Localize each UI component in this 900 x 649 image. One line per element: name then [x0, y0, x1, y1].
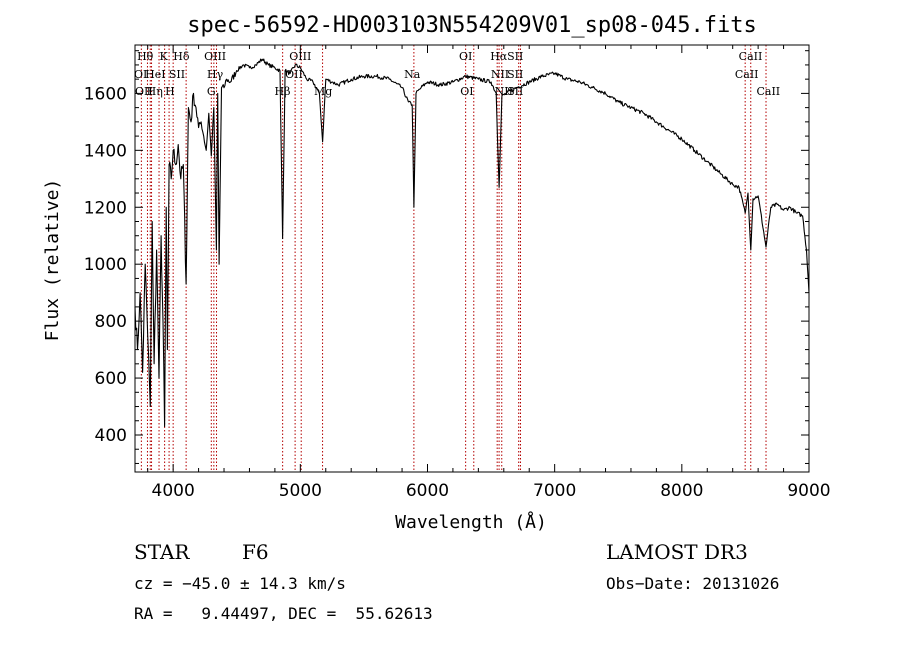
spectral-line-label: SII [169, 68, 185, 81]
spectral-line-label: Hη [147, 85, 163, 98]
y-tick-label: 600 [95, 369, 127, 389]
x-axis-ticks: 4000 5000 6000 7000 8000 9000 [147, 45, 831, 501]
spectral-line-label: OIII [289, 50, 311, 63]
x-tick-label: 8000 [660, 481, 703, 501]
spectral-line-label: Hγ [207, 68, 224, 81]
spectral-line-label: OII [135, 85, 153, 98]
spectral-line-label: OI [134, 68, 147, 81]
spectral-line-label: OI [460, 85, 473, 98]
y-tick-label: 1000 [84, 255, 127, 275]
plot-frame [134, 44, 810, 473]
spectral-line-label: Hβ [275, 85, 291, 98]
spectral-line-label: G [207, 85, 216, 98]
spectral-line-label: Hθ [137, 50, 154, 63]
x-axis-label: Wavelength (Å) [395, 511, 547, 533]
spectral-line-label: HeI [145, 68, 165, 81]
object-subclass: F6 [242, 540, 269, 564]
spectrum-series-line [134, 58, 810, 428]
spectral-line-label: H [165, 85, 175, 98]
spectral-line-label: Hα [490, 50, 508, 63]
object-class: STAR [134, 540, 190, 564]
spectral-line-label: CaII [739, 50, 763, 63]
y-tick-label: 1600 [84, 84, 127, 104]
y-tick-label: 400 [95, 426, 127, 446]
y-tick-label: 1400 [84, 141, 127, 161]
spectral-line-labels: HθHηOIIOIHeIKHSIIHδGOIIIHγHβOIIIOIIMgNaO… [134, 50, 780, 98]
spectral-line-label: OII [285, 68, 303, 81]
y-axis-ticks: 400 600 800 1000 1200 1400 1600 [84, 50, 809, 464]
spectral-line-label: CaII [735, 68, 759, 81]
x-tick-label: 5000 [279, 481, 322, 501]
y-axis-label: Flux (relative) [42, 179, 63, 342]
x-tick-label: 9000 [787, 481, 830, 501]
survey-name: LAMOST DR3 [606, 540, 748, 564]
redshift-line: cz = −45.0 ± 14.3 km/s [134, 574, 346, 593]
y-tick-label: 800 [95, 312, 127, 332]
y-tick-label: 1200 [84, 198, 127, 218]
spectral-line-label: OIII [204, 50, 226, 63]
spectral-line-label: CaII [756, 85, 780, 98]
observation-date: Obs−Date: 20131026 [606, 574, 780, 593]
spectral-line-markers [140, 45, 767, 472]
spectral-line-label: K [160, 50, 169, 63]
spectral-line-label: SII [507, 50, 523, 63]
spectrum-plot: spec-56592-HD003103N554209V01_sp08-045.f… [42, 13, 831, 533]
spectral-line-label: SII [507, 68, 523, 81]
ra-dec-line: RA = 9.44497, DEC = 55.62613 [134, 604, 433, 623]
spectral-line-label: OI [459, 50, 472, 63]
spectral-line-label: Na [404, 68, 421, 81]
spectral-line-label: NII [495, 85, 513, 98]
spectral-line-label: NII [491, 68, 509, 81]
x-tick-label: 7000 [533, 481, 576, 501]
x-tick-label: 4000 [152, 481, 195, 501]
spectral-line-label: Hδ [173, 50, 190, 63]
spectral-line-label: Mg [314, 85, 332, 98]
chart-title: spec-56592-HD003103N554209V01_sp08-045.f… [187, 13, 757, 38]
x-tick-label: 6000 [406, 481, 449, 501]
